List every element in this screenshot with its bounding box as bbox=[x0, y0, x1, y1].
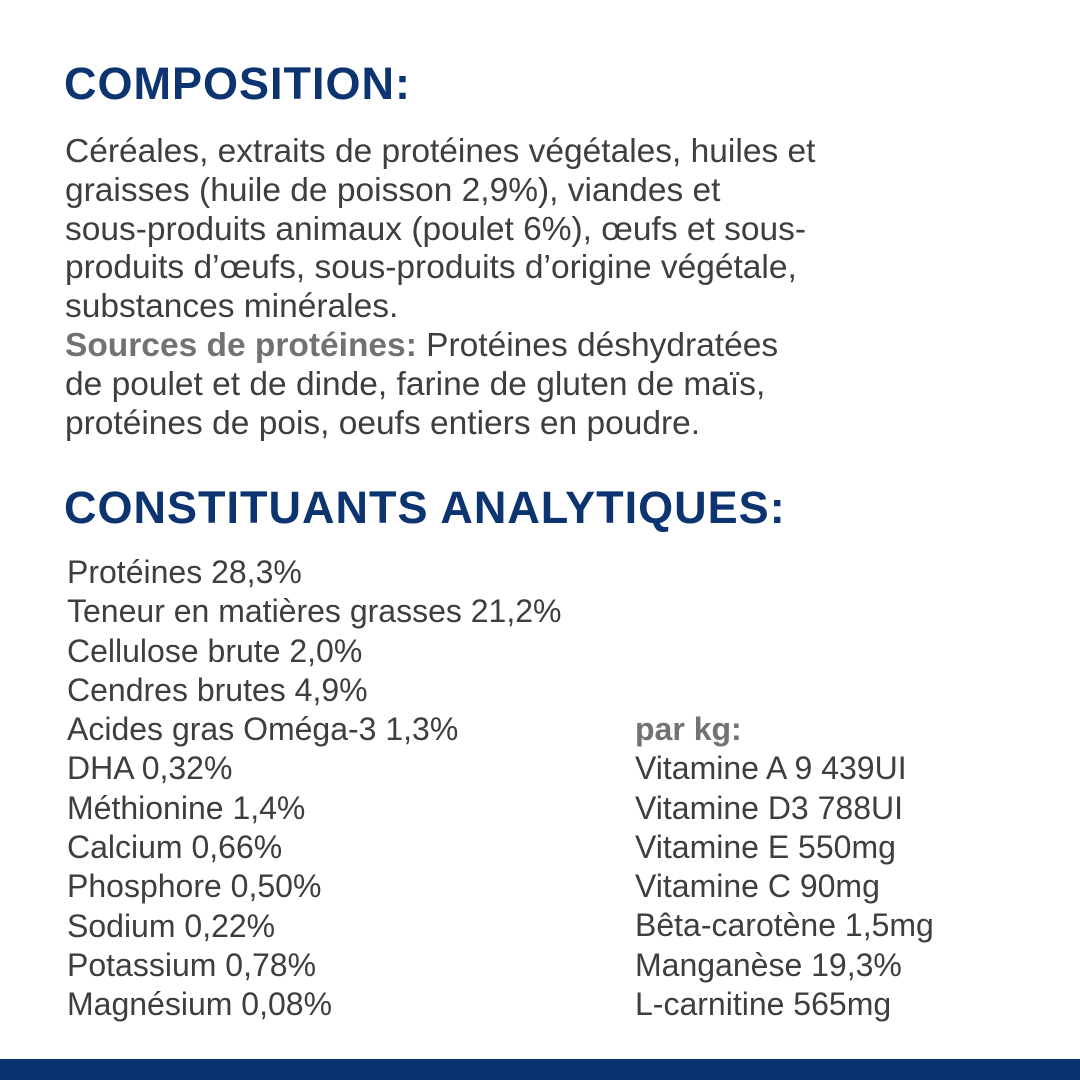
composition-text: Céréales, extraits de protéines végétale… bbox=[65, 133, 815, 443]
analytic-item: Phosphore 0,50% bbox=[67, 868, 322, 905]
analytic-item: Cendres brutes 4,9% bbox=[67, 671, 368, 708]
analytic-item: Sodium 0,22% bbox=[67, 907, 276, 944]
analytics-heading: CONSTITUANTS ANALYTIQUES: bbox=[64, 482, 786, 533]
analytics-right-list: par kg: Vitamine A 9 439UI Vitamine D3 7… bbox=[635, 710, 934, 1024]
protein-sources-line: de poulet et de dinde, farine de gluten … bbox=[65, 365, 766, 403]
analytic-item: Calcium 0,66% bbox=[67, 829, 283, 866]
analytic-item: Magnésium 0,08% bbox=[67, 986, 333, 1023]
protein-sources-line: protéines de pois, oeufs entiers en poud… bbox=[65, 404, 701, 442]
analytic-item: Cellulose brute 2,0% bbox=[67, 632, 363, 669]
footer-bar bbox=[0, 1059, 1080, 1080]
analytic-item: Méthionine 1,4% bbox=[67, 789, 306, 826]
analytic-item: Acides gras Oméga-3 1,3% bbox=[67, 711, 459, 748]
analytic-item: Teneur en matières grasses 21,2% bbox=[67, 593, 562, 630]
vitamin-item: Vitamine E 550mg bbox=[635, 828, 896, 865]
vitamin-item: Vitamine A 9 439UI bbox=[635, 750, 907, 787]
vitamin-item: Vitamine C 90mg bbox=[635, 868, 880, 905]
composition-line: Céréales, extraits de protéines végétale… bbox=[65, 133, 816, 170]
vitamin-item: L-carnitine 565mg bbox=[635, 986, 892, 1023]
analytic-item: Potassium 0,78% bbox=[67, 946, 317, 983]
composition-line: substances minérales. bbox=[65, 288, 399, 326]
composition-line: sous-produits animaux (poulet 6%), œufs … bbox=[65, 210, 807, 248]
analytic-item: Protéines 28,3% bbox=[67, 554, 302, 590]
protein-sources-line: Protéines déshydratées bbox=[416, 326, 779, 364]
vitamin-item: Manganèse 19,3% bbox=[635, 946, 902, 983]
analytics-left-list: Protéines 28,3% Teneur en matières grass… bbox=[67, 553, 561, 1025]
vitamin-item: Vitamine D3 788UI bbox=[635, 789, 903, 826]
composition-heading: COMPOSITION: bbox=[64, 58, 411, 109]
vitamin-item: Bêta-carotène 1,5mg bbox=[635, 907, 934, 944]
per-kg-label: par kg: bbox=[635, 711, 742, 747]
protein-sources-label: Sources de protéines: bbox=[65, 326, 417, 364]
analytic-item: DHA 0,32% bbox=[67, 750, 233, 787]
composition-line: produits d’œufs, sous-produits d’origine… bbox=[65, 249, 797, 287]
composition-line: graisses (huile de poisson 2,9%), viande… bbox=[65, 171, 721, 209]
